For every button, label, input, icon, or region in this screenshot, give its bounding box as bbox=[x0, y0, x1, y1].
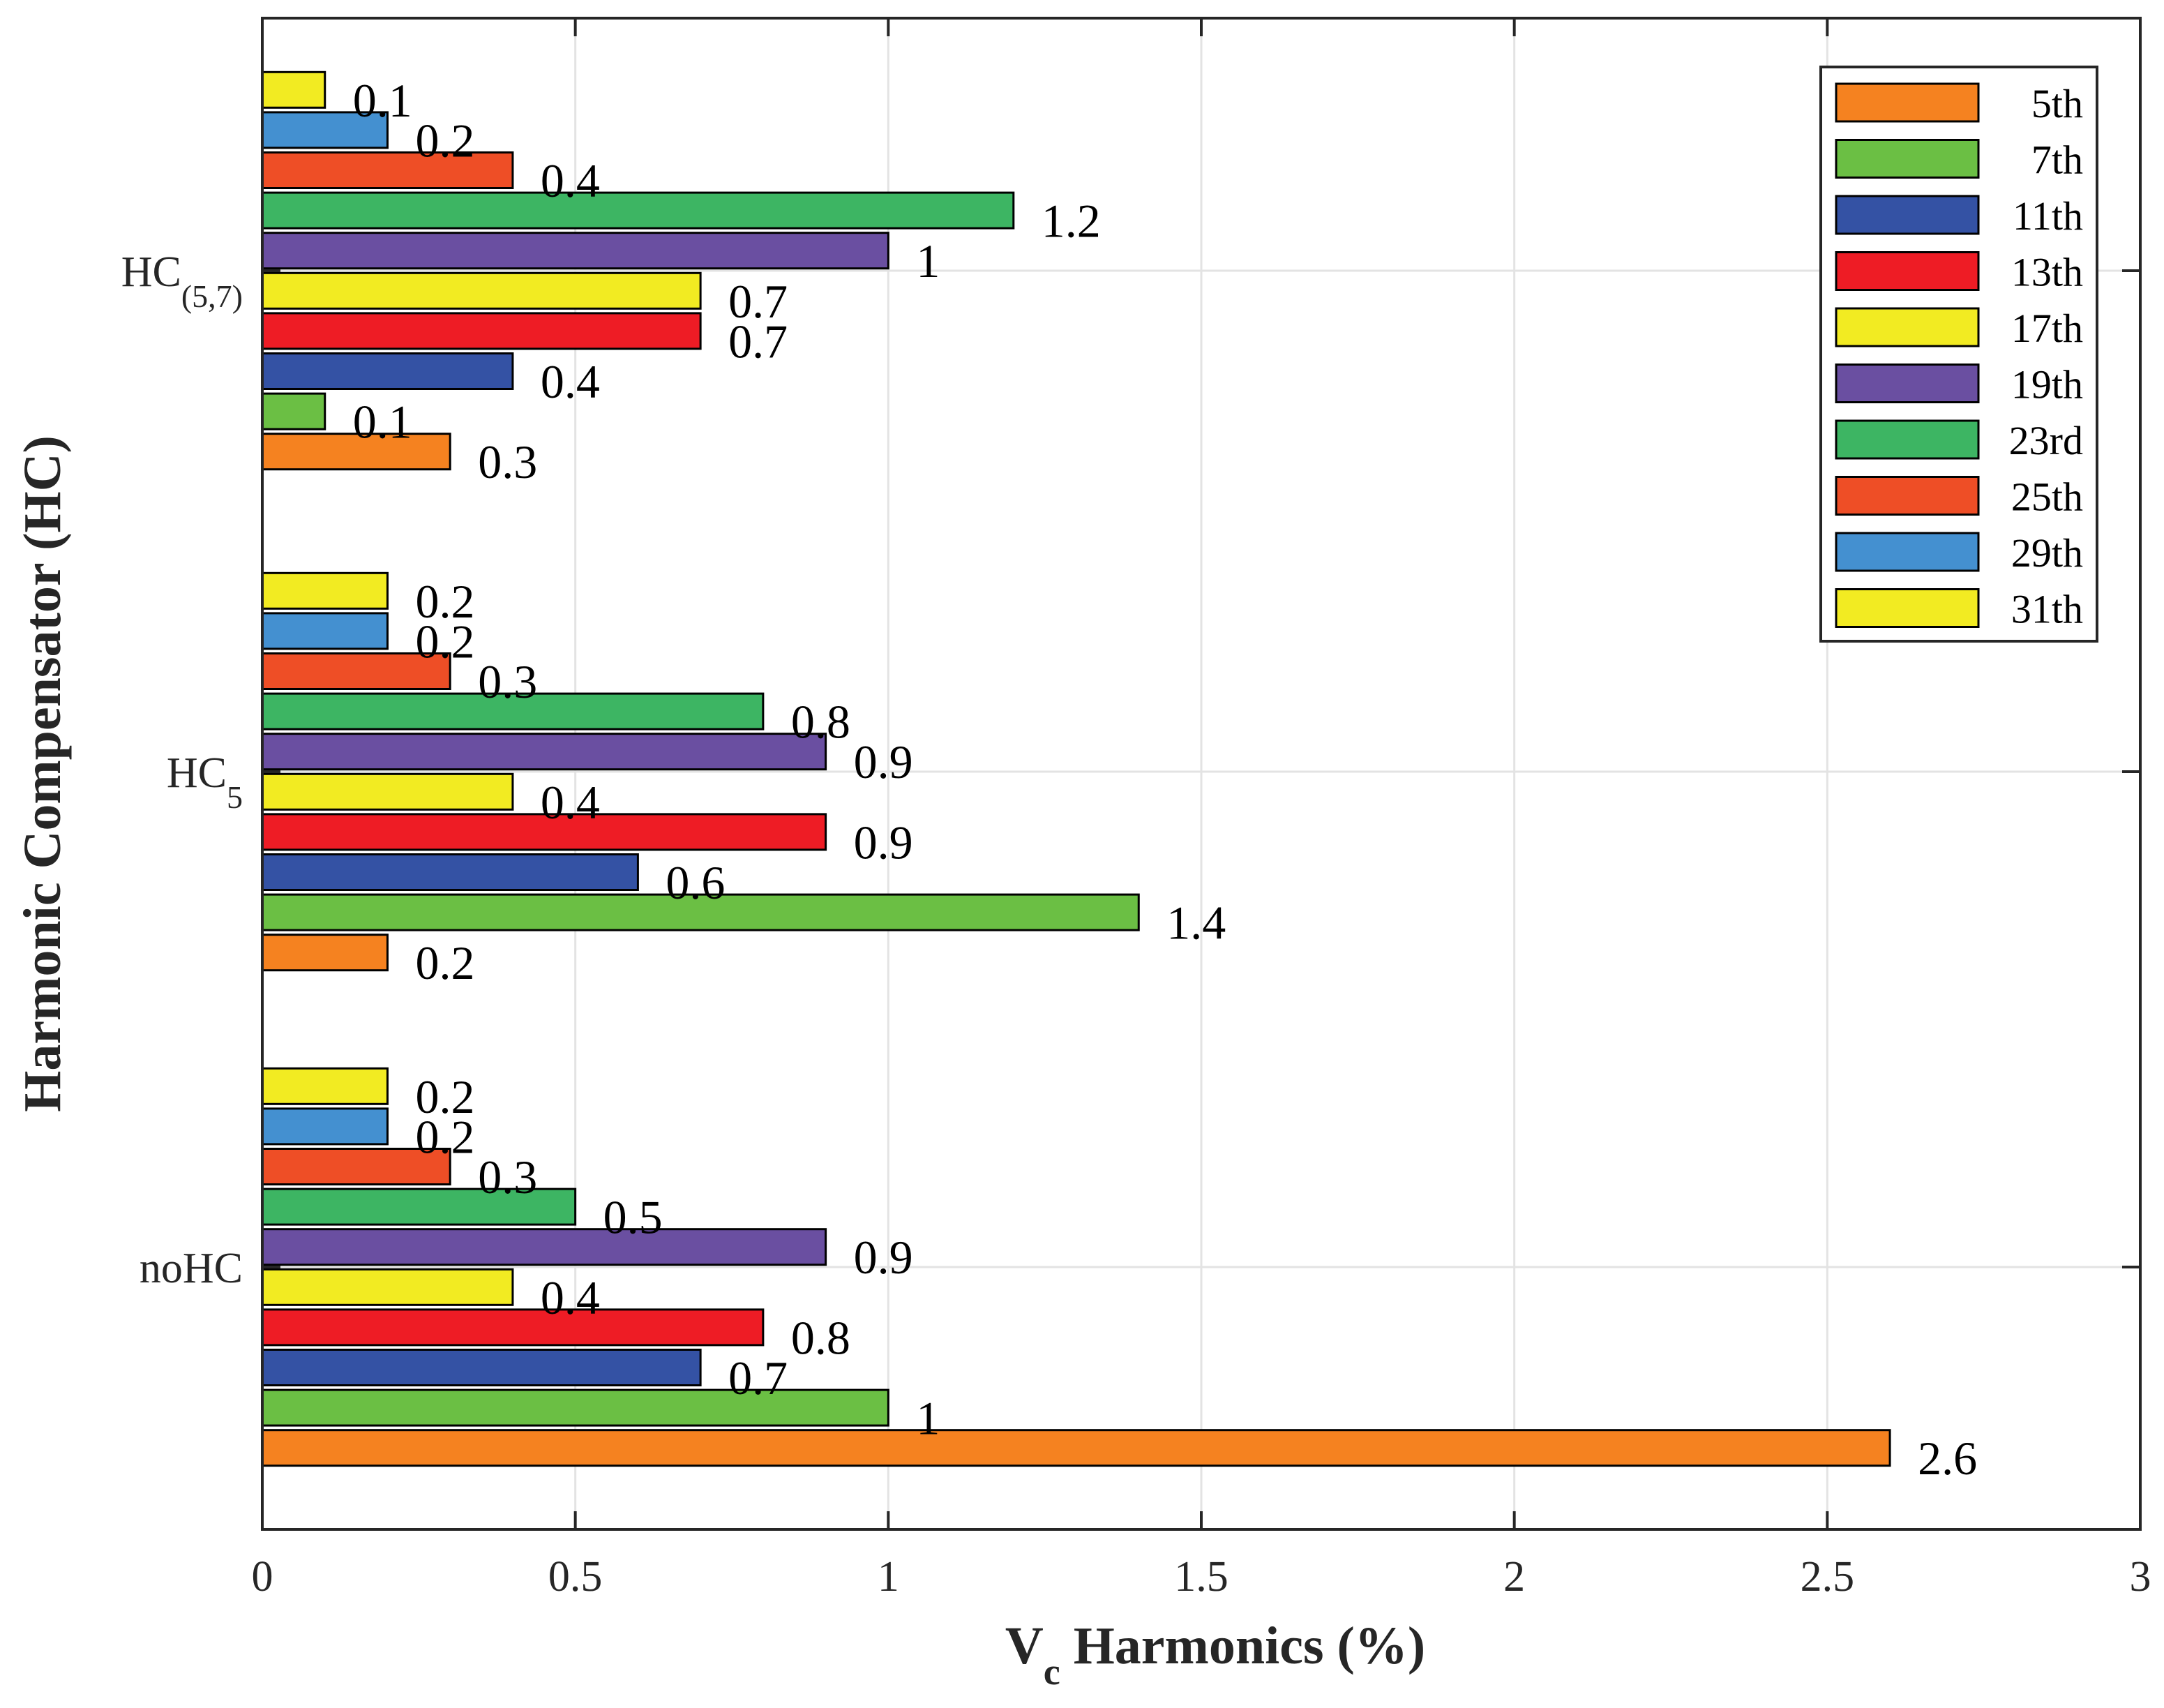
bar-29th bbox=[261, 612, 389, 650]
bar-7th bbox=[261, 893, 1140, 931]
bar-value-label: 0.6 bbox=[666, 856, 725, 909]
bar-17th bbox=[261, 772, 514, 811]
bar-value-label: 0.2 bbox=[415, 936, 474, 989]
legend: 5th 7th 11th 13th 17th 19th 23rd 25th 29th 31th bbox=[1819, 66, 2098, 643]
bar-7th bbox=[261, 1388, 889, 1427]
bar-value-label: 0.8 bbox=[791, 696, 850, 749]
bars bbox=[261, 70, 1891, 1467]
legend-entry-label: 13th bbox=[2011, 250, 2083, 295]
bar-23rd bbox=[261, 191, 1015, 230]
bar-value-label: 0.3 bbox=[478, 435, 537, 488]
y-axis-label: Harmonic Compensator (HC) bbox=[13, 435, 72, 1112]
bar-value-label: 0.9 bbox=[854, 1231, 913, 1284]
bar-11th bbox=[261, 1349, 702, 1386]
bar-25th bbox=[261, 151, 514, 189]
bar-value-label: 2.6 bbox=[1918, 1432, 1977, 1485]
legend-swatch-11th bbox=[1835, 195, 1980, 235]
legend-swatch-23rd bbox=[1835, 419, 1980, 460]
bar-13th bbox=[261, 312, 702, 350]
legend-entry-label: 31th bbox=[2011, 587, 2083, 632]
legend-swatch-17th bbox=[1835, 307, 1980, 347]
bar-5th bbox=[261, 934, 389, 972]
bar-value-label: 0.4 bbox=[541, 1271, 600, 1324]
bar-value-label: 0.1 bbox=[353, 396, 412, 449]
bar-19th bbox=[261, 232, 889, 270]
legend-entry-label: 5th bbox=[2031, 81, 2083, 126]
bar-value-label: 0.3 bbox=[478, 655, 537, 708]
legend-swatch-25th bbox=[1835, 476, 1980, 516]
legend-entry-label: 11th bbox=[2013, 193, 2083, 239]
x-tick-label: 1.5 bbox=[1174, 1553, 1228, 1601]
legend-entry-label: 23rd bbox=[2009, 418, 2083, 463]
bar-value-label: 0.1 bbox=[353, 74, 412, 127]
bar-value-label: 0.2 bbox=[415, 1110, 474, 1163]
y-category-label: HC5 bbox=[167, 749, 243, 815]
bar-value-label: 0.9 bbox=[854, 735, 913, 788]
x-tick-label: 0.5 bbox=[548, 1553, 603, 1601]
y-category-label: noHC bbox=[140, 1245, 243, 1292]
legend-entry-label: 17th bbox=[2011, 306, 2083, 351]
bar-value-label: 1.2 bbox=[1042, 195, 1101, 248]
bar-value-label: 0.7 bbox=[728, 275, 788, 328]
legend-swatch-5th bbox=[1835, 82, 1980, 123]
axes: 0 0.5 1 1.5 2 2.5 3 noHC HC5 HC(5,7) Vc Harmonics … bbox=[13, 17, 2151, 1693]
bar-value-label: 0.3 bbox=[478, 1151, 537, 1204]
bar-19th bbox=[261, 1228, 827, 1266]
bar-29th bbox=[261, 1107, 389, 1146]
legend-swatch-13th bbox=[1835, 251, 1980, 291]
x-tick-label: 2 bbox=[1503, 1553, 1525, 1601]
bar-value-label: 0.2 bbox=[415, 575, 474, 628]
legend-swatch-29th bbox=[1835, 532, 1980, 572]
bar-value-label: 1.4 bbox=[1166, 897, 1226, 950]
bar-7th bbox=[261, 392, 326, 430]
bar-31th bbox=[261, 70, 326, 109]
bar-value-label: 0.7 bbox=[728, 315, 788, 368]
legend-entry-label: 25th bbox=[2011, 474, 2083, 520]
y-category-label: HC(5,7) bbox=[121, 248, 243, 314]
legend-swatch-31th bbox=[1835, 588, 1980, 628]
bar-23rd bbox=[261, 692, 765, 731]
bar-value-labels: 2.60.20.311.40.10.70.60.40.80.90.70.40.4… bbox=[353, 74, 1977, 1485]
x-tick-label: 3 bbox=[2130, 1553, 2151, 1601]
bar-19th bbox=[261, 733, 827, 771]
bar-17th bbox=[261, 271, 702, 310]
x-tick-label: 0 bbox=[252, 1553, 273, 1601]
bar-11th bbox=[261, 853, 639, 891]
bar-value-label: 0.4 bbox=[541, 355, 600, 408]
bar-5th bbox=[261, 1429, 1891, 1467]
bar-11th bbox=[261, 352, 514, 390]
bar-value-label: 1 bbox=[916, 1392, 940, 1445]
bar-value-label: 0.2 bbox=[415, 1070, 474, 1123]
bar-value-label: 0.7 bbox=[728, 1351, 788, 1404]
bar-value-label: 0.2 bbox=[415, 615, 474, 668]
legend-entry-label: 7th bbox=[2031, 137, 2083, 183]
bar-value-label: 0.4 bbox=[541, 154, 600, 207]
grid-lines bbox=[262, 18, 2140, 1529]
bar-31th bbox=[261, 571, 389, 610]
bar-value-label: 0.8 bbox=[791, 1311, 850, 1364]
bar-value-label: 0.9 bbox=[854, 816, 913, 869]
x-tick-label: 1 bbox=[878, 1553, 899, 1601]
legend-swatch-7th bbox=[1835, 139, 1980, 179]
x-axis-label: Vc Harmonics (%) bbox=[1005, 1617, 1425, 1693]
bar-25th bbox=[261, 1148, 451, 1185]
bar-value-label: 0.4 bbox=[541, 776, 600, 829]
x-tick-label: 2.5 bbox=[1801, 1553, 1855, 1601]
bar-value-label: 1 bbox=[916, 234, 940, 287]
bar-13th bbox=[261, 1308, 765, 1347]
bar-17th bbox=[261, 1268, 514, 1306]
legend-entry-label: 29th bbox=[2011, 530, 2083, 576]
bar-31th bbox=[261, 1067, 389, 1105]
bar-value-label: 0.5 bbox=[603, 1191, 663, 1244]
bar-value-label: 0.2 bbox=[415, 114, 474, 167]
legend-entry-label: 19th bbox=[2011, 362, 2083, 407]
legend-swatch-19th bbox=[1835, 364, 1980, 403]
